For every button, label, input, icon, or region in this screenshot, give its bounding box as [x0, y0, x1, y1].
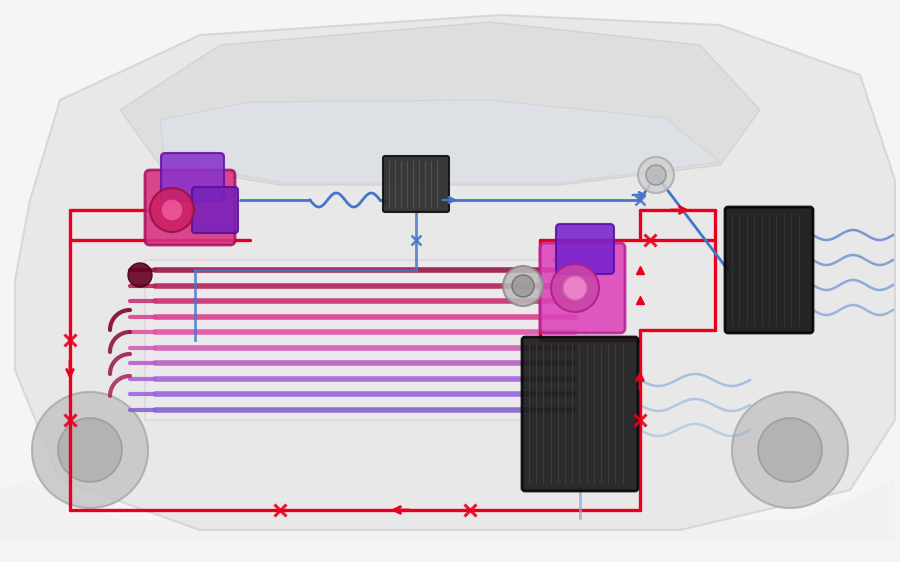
Polygon shape — [160, 100, 720, 183]
Circle shape — [503, 266, 543, 306]
FancyBboxPatch shape — [556, 224, 614, 274]
Circle shape — [563, 276, 587, 300]
Circle shape — [646, 165, 666, 185]
Circle shape — [732, 392, 848, 508]
FancyBboxPatch shape — [161, 153, 224, 201]
Circle shape — [58, 418, 122, 482]
FancyBboxPatch shape — [725, 207, 813, 333]
FancyBboxPatch shape — [540, 243, 625, 333]
FancyBboxPatch shape — [145, 170, 235, 245]
Polygon shape — [15, 15, 895, 530]
Circle shape — [150, 188, 194, 232]
Polygon shape — [0, 480, 895, 540]
FancyBboxPatch shape — [522, 337, 638, 491]
Circle shape — [32, 392, 148, 508]
Circle shape — [551, 264, 599, 312]
Circle shape — [128, 263, 152, 287]
FancyBboxPatch shape — [192, 187, 238, 233]
Circle shape — [161, 199, 183, 221]
Bar — [145, 260, 585, 420]
FancyBboxPatch shape — [383, 156, 449, 212]
Polygon shape — [120, 22, 760, 185]
Circle shape — [512, 275, 534, 297]
Circle shape — [638, 157, 674, 193]
Circle shape — [758, 418, 822, 482]
